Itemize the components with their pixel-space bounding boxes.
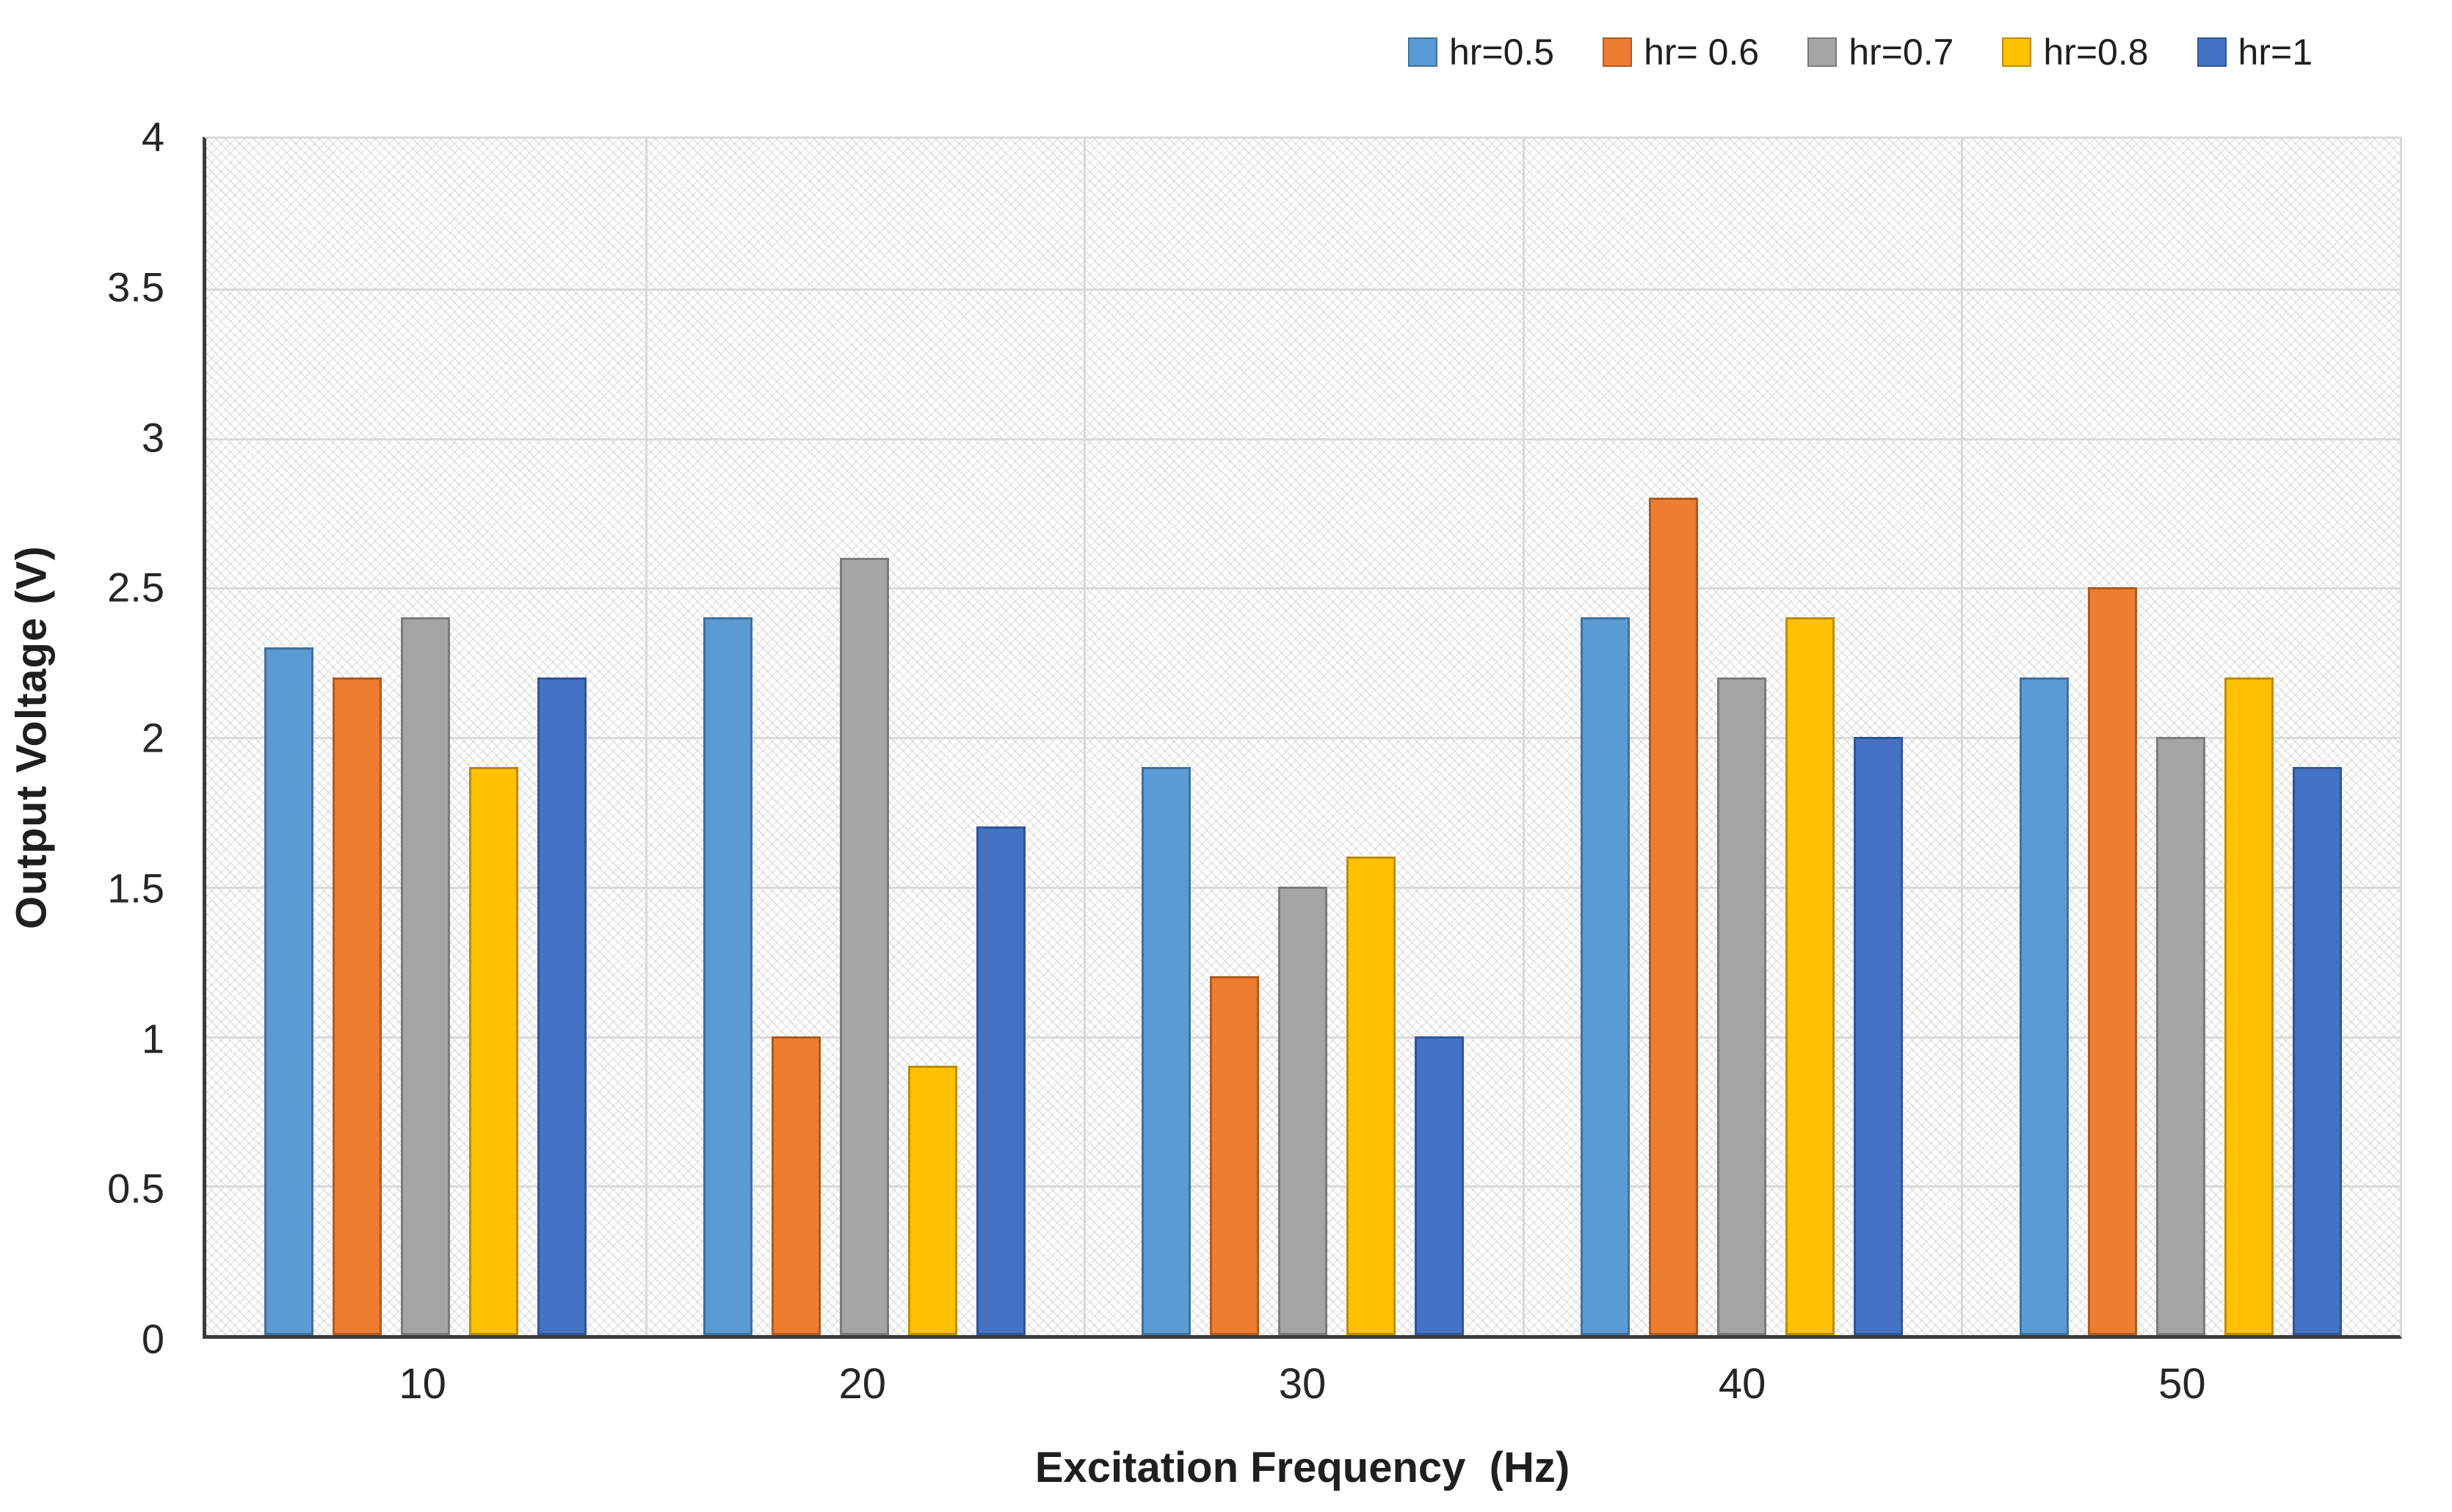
bar-series3-50hz bbox=[2224, 677, 2274, 1335]
v-gridline bbox=[1084, 139, 1087, 1335]
bar-series3-30hz bbox=[1346, 857, 1396, 1335]
y-tick-label: 2.5 bbox=[107, 564, 164, 611]
bar-series2-20hz bbox=[839, 557, 889, 1335]
plot-area bbox=[203, 137, 2402, 1339]
x-tick-label: 50 bbox=[2158, 1360, 2206, 1408]
legend-label: hr=0.5 bbox=[1448, 32, 1555, 73]
bar-series0-40hz bbox=[1581, 617, 1631, 1335]
bar-series1-50hz bbox=[2087, 587, 2137, 1335]
y-tick-label: 1.5 bbox=[107, 865, 164, 912]
h-gridline bbox=[206, 288, 2400, 291]
bar-series3-40hz bbox=[1785, 617, 1835, 1335]
bar-series0-30hz bbox=[1142, 766, 1191, 1335]
legend-swatch-icon bbox=[2197, 37, 2227, 67]
legend-swatch-icon bbox=[1807, 37, 1838, 67]
bar-series1-30hz bbox=[1210, 976, 1260, 1335]
bar-group-30hz bbox=[1084, 139, 1523, 1335]
y-tick-label: 2 bbox=[141, 714, 164, 761]
bar-series0-50hz bbox=[2019, 677, 2069, 1335]
bar-series4-20hz bbox=[976, 826, 1026, 1335]
bar-series4-50hz bbox=[2292, 766, 2342, 1335]
v-gridline bbox=[645, 139, 648, 1335]
bar-series1-20hz bbox=[771, 1036, 821, 1335]
bar-series2-30hz bbox=[1278, 886, 1328, 1335]
legend-swatch-icon bbox=[2002, 37, 2032, 67]
legend-label: hr=1 bbox=[2238, 32, 2313, 73]
bar-series4-30hz bbox=[1415, 1036, 1465, 1335]
bar-series0-20hz bbox=[703, 617, 752, 1335]
legend: hr=0.5 hr= 0.6 hr=0.7 hr=0.8 hr=1 bbox=[0, 12, 2313, 92]
bar-series1-10hz bbox=[333, 677, 382, 1335]
y-tick-label: 3.5 bbox=[107, 263, 164, 310]
x-axis-tick-labels: 10 20 30 40 50 bbox=[203, 1359, 2402, 1409]
x-tick-label: 40 bbox=[1718, 1360, 1766, 1408]
bar-group-40hz bbox=[1523, 139, 1962, 1335]
v-gridline bbox=[1522, 139, 1525, 1335]
y-tick-label: 0 bbox=[141, 1315, 164, 1362]
bar-series4-40hz bbox=[1854, 737, 1904, 1335]
legend-swatch-icon bbox=[1603, 37, 1633, 67]
bar-series2-10hz bbox=[401, 617, 451, 1335]
h-gridline bbox=[206, 587, 2400, 590]
h-gridline bbox=[206, 437, 2400, 440]
h-gridline bbox=[206, 737, 2400, 739]
y-tick-label: 0.5 bbox=[107, 1165, 164, 1212]
bar-series2-50hz bbox=[2155, 737, 2205, 1335]
bar-groups bbox=[206, 139, 2400, 1335]
y-tick-label: 3 bbox=[141, 414, 164, 460]
legend-item-3: hr=0.8 bbox=[2002, 31, 2149, 73]
x-axis-title: Excitation Frequency (Hz) bbox=[1034, 1444, 1570, 1491]
x-tick-label: 20 bbox=[838, 1360, 887, 1408]
v-gridline bbox=[1961, 139, 1964, 1335]
bar-series1-40hz bbox=[1649, 498, 1699, 1335]
bar-series0-10hz bbox=[264, 647, 314, 1335]
legend-item-4: hr=1 bbox=[2197, 31, 2313, 73]
legend-label: hr=0.7 bbox=[1849, 32, 1954, 73]
legend-item-1: hr= 0.6 bbox=[1603, 31, 1759, 73]
bar-series2-40hz bbox=[1717, 677, 1767, 1335]
legend-item-0: hr=0.5 bbox=[1407, 31, 1555, 73]
bar-series3-20hz bbox=[907, 1066, 957, 1335]
x-tick-label: 30 bbox=[1278, 1360, 1327, 1408]
x-tick-label: 10 bbox=[399, 1360, 446, 1408]
bar-series3-10hz bbox=[469, 766, 519, 1335]
legend-label: hr=0.8 bbox=[2043, 32, 2149, 73]
y-tick-label: 4 bbox=[141, 113, 164, 160]
bar-group-20hz bbox=[645, 139, 1084, 1335]
bar-group-10hz bbox=[206, 139, 645, 1335]
legend-label: hr= 0.6 bbox=[1644, 32, 1760, 73]
bar-group-50hz bbox=[1961, 139, 2400, 1335]
y-tick-label: 1 bbox=[141, 1015, 164, 1061]
legend-swatch-icon bbox=[1407, 37, 1437, 67]
legend-item-2: hr=0.7 bbox=[1807, 31, 1954, 73]
bar-series4-10hz bbox=[537, 677, 587, 1335]
y-axis-tick-labels: 4 3.5 3 2.5 2 1.5 1 0.5 0 bbox=[0, 114, 182, 1362]
